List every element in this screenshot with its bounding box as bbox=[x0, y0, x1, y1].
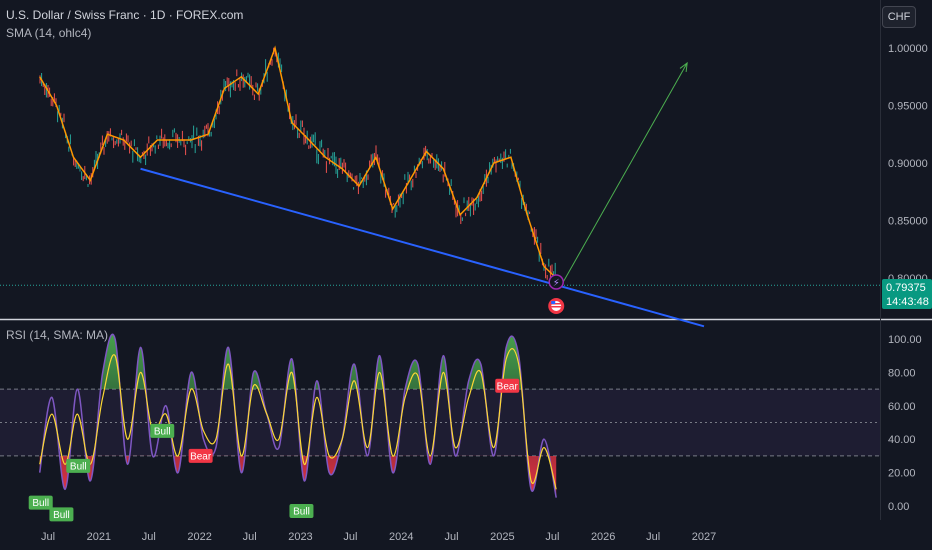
rsi-tick-label: 60.00 bbox=[888, 401, 916, 413]
sma-line bbox=[39, 45, 557, 279]
time-tick-label: Jul bbox=[545, 531, 559, 543]
rsi-ma-line bbox=[39, 348, 557, 490]
bear-signal-tag: Bear bbox=[495, 378, 520, 393]
bull-signal-tag: Bull bbox=[289, 504, 314, 519]
signal-tag-bg bbox=[289, 504, 314, 519]
currency-button[interactable]: CHF bbox=[882, 6, 916, 28]
rsi-tick-label: 100.00 bbox=[888, 334, 922, 346]
time-tick-label: 2023 bbox=[288, 531, 312, 543]
time-tick-label: 2024 bbox=[389, 531, 413, 543]
rsi-legend[interactable]: RSI (14, SMA: MA) bbox=[6, 328, 109, 342]
us-flag-stripe bbox=[551, 306, 562, 308]
projection-arrow-head bbox=[679, 61, 688, 72]
bull-signal-tag: Bull bbox=[49, 507, 74, 522]
time-tick-label: Jul bbox=[343, 531, 357, 543]
time-tick-label: 2025 bbox=[490, 531, 514, 543]
time-tick-label: 2022 bbox=[187, 531, 211, 543]
bull-signal-tag: Bull bbox=[150, 423, 175, 438]
signal-tag-bg bbox=[49, 507, 74, 522]
price-tick-label: 0.90000 bbox=[888, 158, 928, 170]
us-flag-canton bbox=[551, 301, 556, 304]
time-tick-label: Jul bbox=[646, 531, 660, 543]
countdown-timer: 14:43:48 bbox=[886, 296, 929, 308]
rsi-line bbox=[38, 333, 557, 498]
support-trendline bbox=[140, 167, 705, 328]
bull-signal-tag: Bull bbox=[66, 458, 91, 473]
signal-tag-label: Bull bbox=[32, 498, 49, 509]
time-tick-label: Jul bbox=[445, 531, 459, 543]
time-tick-label: Jul bbox=[142, 531, 156, 543]
signal-tag-label: Bear bbox=[497, 381, 519, 392]
rsi-tick-label: 40.00 bbox=[888, 434, 916, 446]
time-tick-label: Jul bbox=[243, 531, 257, 543]
price-tick-label: 0.95000 bbox=[888, 101, 928, 113]
time-tick-label: 2026 bbox=[591, 531, 615, 543]
rsi-tick-label: 0.00 bbox=[888, 501, 909, 513]
signal-tag-label: Bull bbox=[293, 507, 310, 518]
signal-tag-label: Bull bbox=[154, 426, 171, 437]
price-tick-label: 0.85000 bbox=[888, 216, 928, 228]
signal-tag-bg bbox=[28, 495, 53, 510]
signal-tag-bg bbox=[495, 378, 520, 393]
bear-signal-tag: Bear bbox=[188, 448, 213, 463]
projection-arrow-line bbox=[560, 62, 688, 287]
time-tick-label: Jul bbox=[41, 531, 55, 543]
us-flag-stripe bbox=[551, 303, 562, 305]
bull-signal-tag: Bull bbox=[28, 495, 53, 510]
signal-tag-label: Bull bbox=[53, 510, 70, 521]
rsi-tick-label: 20.00 bbox=[888, 468, 916, 480]
signal-tag-bg bbox=[188, 448, 213, 463]
signal-tag-bg bbox=[150, 423, 175, 438]
rsi-tick-label: 80.00 bbox=[888, 367, 916, 379]
price-tick-label: 1.00000 bbox=[888, 43, 928, 55]
candles-group bbox=[39, 47, 556, 281]
last-price-value: 0.79375 bbox=[886, 282, 926, 294]
signal-tag-label: Bear bbox=[190, 451, 212, 462]
lightning-glyph: ⚡ bbox=[553, 278, 560, 289]
sma-legend[interactable]: SMA (14, ohlc4) bbox=[6, 26, 92, 40]
last-price-badge[interactable] bbox=[882, 279, 932, 309]
lightning-event-icon[interactable] bbox=[548, 274, 564, 290]
rsi-oversold-fill bbox=[39, 455, 557, 498]
time-tick-label: 2027 bbox=[692, 531, 716, 543]
time-tick-label: 2021 bbox=[87, 531, 111, 543]
symbol-title: U.S. Dollar / Swiss Franc · 1D · FOREX.c… bbox=[6, 8, 244, 22]
signal-tag-bg bbox=[66, 458, 91, 473]
signal-tag-label: Bull bbox=[70, 461, 87, 472]
